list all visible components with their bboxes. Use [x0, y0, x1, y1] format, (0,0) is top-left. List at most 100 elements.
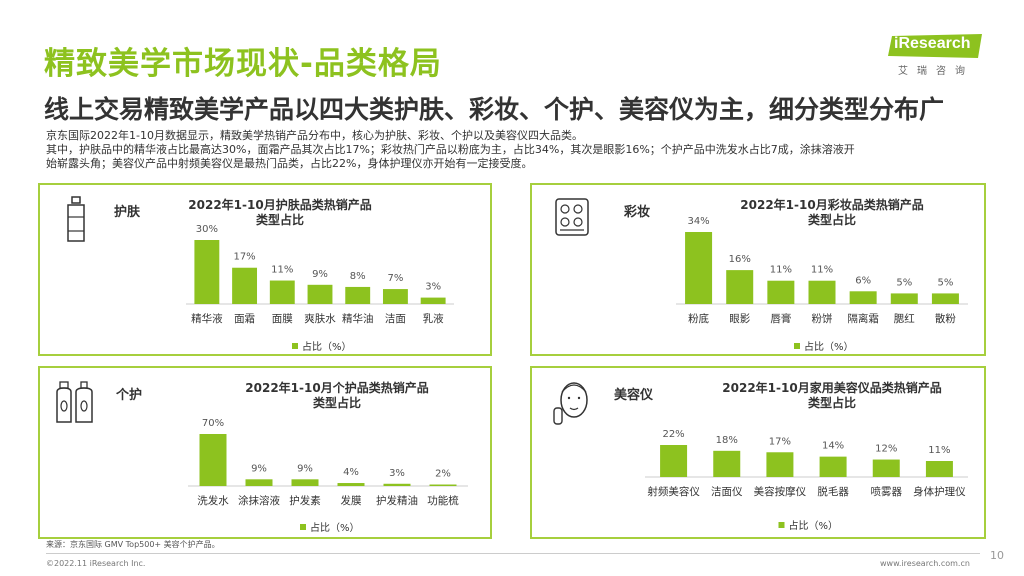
description-line: 京东国际2022年1-10月数据显示，精致美学热销产品分布中，核心为护肤、彩妆、…: [46, 129, 583, 142]
legend-label: 占比（%）: [302, 340, 352, 353]
x-tick-label: 喷雾器: [871, 486, 903, 498]
panel-beauty-device: 美容仪 2022年1-10月家用美容仪品类热销产品 类型占比 22% 射频美容仪 18%…: [530, 366, 986, 539]
legend-swatch: [292, 343, 298, 349]
data-label: 5%: [896, 277, 912, 288]
data-label: 16%: [729, 254, 751, 265]
x-tick-label: 腮红: [894, 312, 915, 325]
bar: [808, 280, 836, 304]
x-tick-label: 护发精油: [376, 494, 418, 507]
chart-title-line: 类型占比: [808, 212, 856, 227]
category-label: 护肤: [114, 205, 141, 220]
logo-subtext: 艾瑞咨询: [898, 66, 974, 77]
bar: [925, 461, 953, 477]
x-tick-label: 洁面: [385, 312, 406, 325]
legend-label: 占比（%）: [804, 340, 854, 353]
bar: [767, 280, 795, 304]
x-tick-label: 乳液: [423, 312, 444, 325]
category-label: 美容仪: [614, 388, 654, 403]
footer-divider: [46, 553, 980, 554]
x-tick-label: 洁面仪: [711, 485, 743, 498]
data-label: 6%: [855, 275, 871, 286]
makeup-palette-icon: [555, 198, 589, 236]
data-label: 11%: [811, 265, 833, 276]
x-tick-label: 隔离霜: [847, 312, 879, 325]
bar: [232, 267, 258, 304]
data-label: 7%: [387, 273, 403, 284]
chart-title-line: 类型占比: [313, 395, 361, 410]
data-label: 11%: [928, 445, 950, 456]
bar: [194, 240, 220, 304]
panel-makeup: 彩妆 2022年1-10月彩妆品类热销产品 类型占比 34% 粉底 16% 眼影 11% 唇膏…: [530, 183, 986, 356]
x-tick-label: 美容按摩仪: [754, 485, 807, 498]
page-number: 10: [990, 549, 1004, 562]
x-tick-label: 涂抹溶液: [238, 494, 280, 507]
website-link[interactable]: www.iresearch.com.cn: [880, 559, 970, 568]
legend-swatch: [778, 522, 785, 528]
bar: [269, 280, 295, 304]
data-label: 3%: [425, 282, 441, 293]
data-label: 70%: [202, 418, 224, 429]
data-label: 4%: [343, 467, 359, 478]
data-label: 3%: [389, 468, 405, 479]
bar: [307, 284, 333, 304]
bar: [872, 459, 900, 477]
x-tick-label: 护发素: [289, 494, 321, 507]
bar: [429, 484, 457, 486]
bar: [713, 450, 741, 477]
data-label: 11%: [271, 265, 293, 276]
data-label: 12%: [875, 444, 897, 455]
chart-title-line: 类型占比: [256, 212, 304, 227]
legend-swatch: [300, 524, 306, 530]
bar: [890, 293, 918, 304]
category-label: 个护: [116, 388, 143, 403]
bar: [766, 452, 794, 477]
panel-skincare: 护肤 2022年1-10月护肤品类热销产品 类型占比 30% 精华液 17% 面霜 11% 面…: [38, 183, 492, 356]
chart-title-line: 2022年1-10月个护品类热销产品: [245, 380, 428, 395]
description-line: 始崭露头角；美容仪产品中射频美容仪是最热门品类，占比22%，身体护理仪亦开始有一…: [46, 157, 533, 170]
chart-title-line: 2022年1-10月彩妆品类热销产品: [740, 197, 923, 212]
iresearch-logo: iResearch 艾瑞咨询: [888, 34, 988, 78]
x-tick-label: 面膜: [272, 313, 293, 325]
bar: [819, 456, 847, 477]
x-tick-label: 散粉: [935, 312, 956, 325]
chart-title-line: 2022年1-10月护肤品类热销产品: [188, 197, 371, 212]
x-tick-label: 粉饼: [812, 312, 833, 325]
panel-personal-care: 个护 2022年1-10月个护品类热销产品 类型占比 70% 洗发水 9% 涂抹溶液 9% 护…: [38, 366, 492, 539]
bar: [383, 483, 411, 486]
x-tick-label: 眼影: [729, 312, 750, 325]
legend-label: 占比（%）: [310, 521, 360, 534]
description: 京东国际2022年1-10月数据显示，精致美学热销产品分布中，核心为护肤、彩妆、…: [46, 129, 986, 171]
data-label: 17%: [233, 252, 255, 263]
bar: [849, 291, 877, 304]
x-tick-label: 粉底: [688, 312, 710, 325]
source-note: 来源：京东国际 GMV Top500+ 美容个护产品。: [46, 540, 220, 549]
bar: [660, 445, 688, 477]
chart-title-line: 2022年1-10月家用美容仪品类热销产品: [722, 380, 941, 395]
skincare-bottle-icon: [67, 196, 85, 242]
data-label: 14%: [822, 441, 844, 452]
bar: [291, 479, 319, 486]
x-tick-label: 精华液: [191, 312, 223, 325]
bar: [420, 297, 446, 304]
chart-title-line: 类型占比: [808, 395, 856, 410]
bar: [337, 483, 365, 486]
x-tick-label: 身体护理仪: [913, 485, 966, 498]
data-label: 30%: [196, 224, 218, 235]
legend-swatch: [794, 343, 800, 349]
data-label: 34%: [687, 216, 709, 227]
x-tick-label: 爽肤水: [304, 312, 336, 325]
data-label: 9%: [251, 463, 267, 474]
data-label: 22%: [662, 429, 684, 440]
bar: [726, 270, 754, 304]
logo-text: iResearch: [894, 35, 971, 52]
data-label: 5%: [937, 277, 953, 288]
data-label: 9%: [297, 463, 313, 474]
x-tick-label: 唇膏: [770, 312, 791, 325]
bar: [345, 286, 371, 304]
legend-label: 占比（%）: [789, 519, 839, 532]
copyright: ©2022.11 iResearch Inc.: [46, 559, 146, 568]
data-label: 8%: [350, 271, 366, 282]
